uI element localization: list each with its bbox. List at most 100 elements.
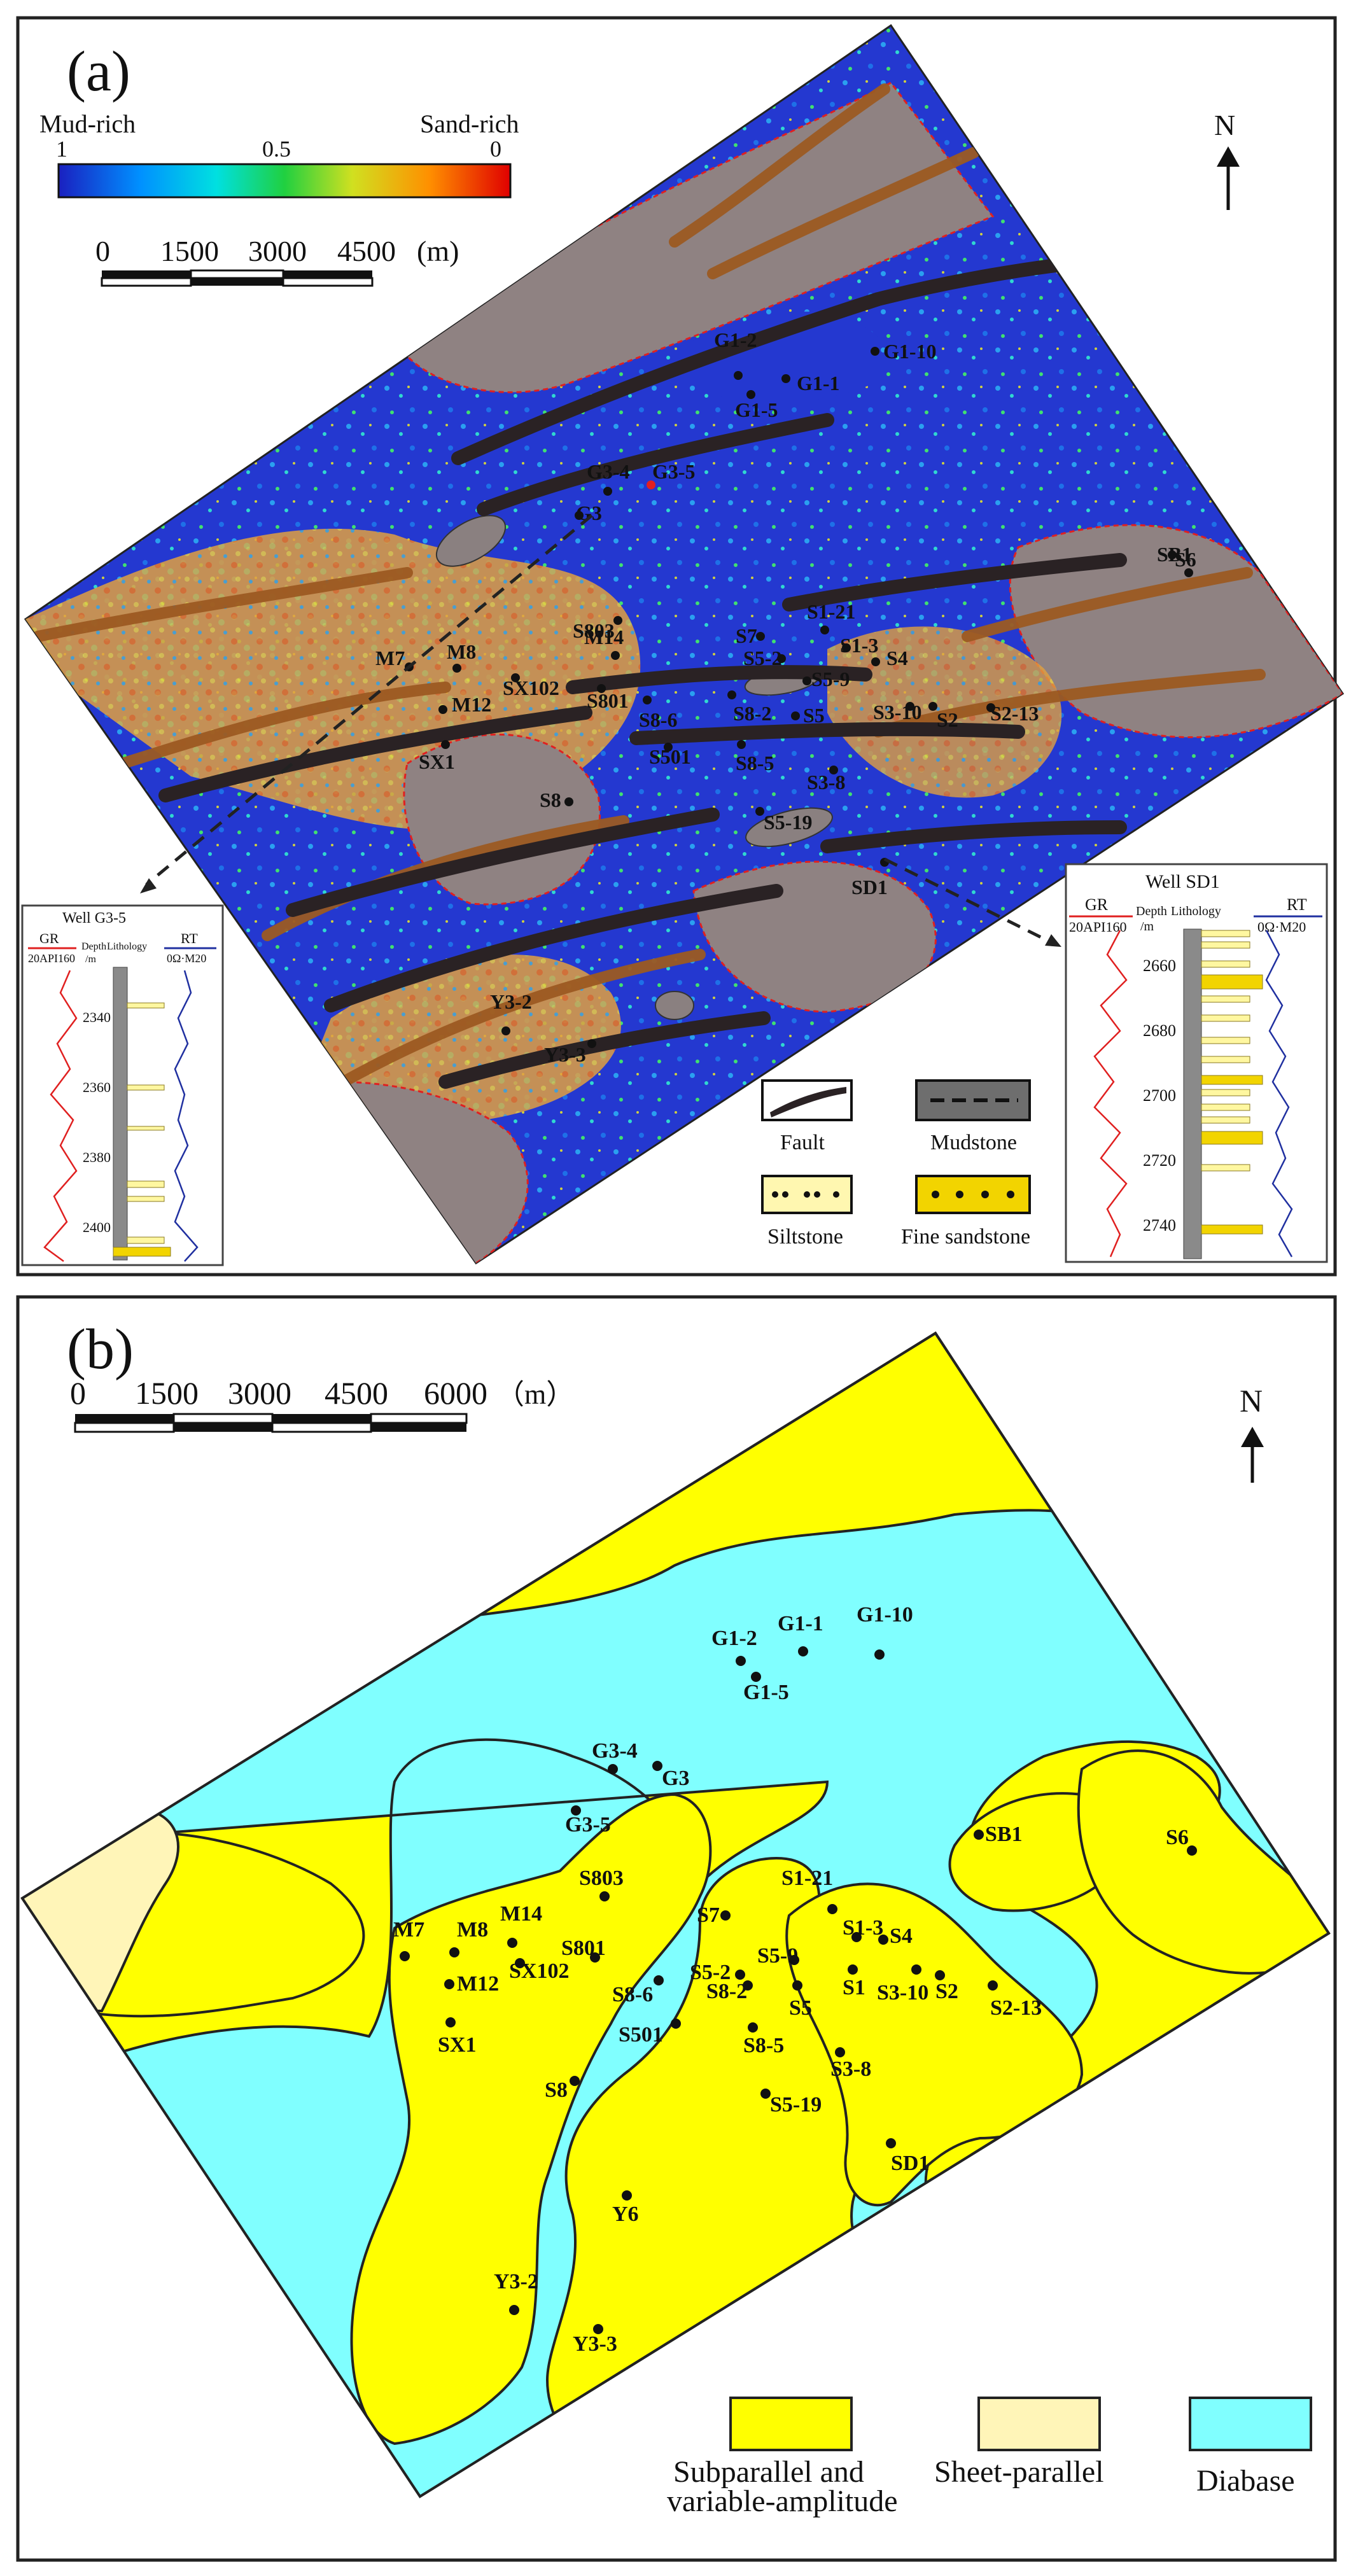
colorbar: Mud-rich Sand-rich 1 0.5 0 — [39, 109, 519, 199]
well-label: SD1 — [891, 2152, 929, 2175]
legend-diabase-label: Diabase — [1196, 2464, 1295, 2498]
well-label: S2-13 — [990, 1996, 1042, 2020]
well-label: Y3-3 — [544, 1043, 586, 1066]
well-label: Y3-3 — [573, 2332, 617, 2356]
scalebar-a: 0 1500 3000 4500 (m) — [95, 235, 459, 287]
well-marker — [441, 740, 450, 749]
well-label: S1-3 — [843, 1916, 883, 1940]
well-marker — [507, 1938, 517, 1948]
mudstone-lens-1 — [435, 515, 507, 567]
well-label: M8 — [457, 1918, 488, 1942]
well-marker — [613, 616, 622, 625]
well-label: S2-13 — [990, 702, 1039, 725]
well-label: S501 — [649, 745, 691, 768]
well-marker — [789, 1955, 799, 1965]
inset-g35-title: Well G3-5 — [62, 910, 126, 927]
well-label: S8-6 — [639, 708, 677, 731]
inset-well-sd1: Well SD1 GR 20API160 Depth /m Lithology … — [1065, 863, 1328, 1263]
sand-zone-east — [1009, 524, 1343, 738]
well-marker — [848, 1964, 858, 1975]
well-label: S801 — [587, 689, 629, 712]
inset-sd1-depth: Depth — [1136, 904, 1167, 918]
well-label: G1-2 — [714, 328, 757, 351]
well-marker — [906, 702, 914, 711]
well-marker — [751, 1672, 761, 1682]
mud-zone-g1 — [687, 311, 878, 403]
scalebar-b-tick-0: 0 — [70, 1375, 86, 1411]
well-label: Y6 — [612, 2202, 639, 2226]
well-label: S5-19 — [764, 811, 812, 834]
fault-set — [158, 254, 1127, 1089]
well-marker — [654, 1975, 664, 1985]
scalebar-a-tick-0: 0 — [95, 235, 110, 267]
well-marker — [791, 711, 800, 720]
well-label: G1-5 — [735, 398, 778, 421]
mudstone-lens-3 — [745, 807, 833, 848]
well-label: S8-5 — [743, 2034, 784, 2057]
colorbar-gradient — [57, 163, 512, 199]
legend-subparallel-line1: Subparallel and — [673, 2455, 864, 2489]
wells-b: G1-1 G1-10 G1-2 G1-5 G3-4 G3 G3-5 SB1 S6 S803 S1-2… — [393, 1603, 1197, 2356]
inset-sd1-rt-range: 0Ω·M20 — [1257, 919, 1306, 935]
well-marker — [575, 511, 584, 520]
well-marker — [734, 371, 743, 380]
well-label: S1 — [843, 1976, 865, 1999]
well-marker — [590, 1952, 600, 1963]
well-marker — [798, 1646, 808, 1656]
inset-g35-rt: RT — [181, 930, 198, 946]
well-marker — [736, 1656, 746, 1666]
inset-g35-rt-range: 0Ω·M20 — [167, 952, 206, 965]
well-label: S1-21 — [807, 600, 855, 623]
inset-g35-depth-3: 2400 — [83, 1219, 111, 1235]
well-label: S5-2 — [690, 1961, 731, 1984]
well-label: S801 — [561, 1936, 606, 1960]
well-label: S8 — [540, 788, 561, 811]
well-marker — [827, 1904, 837, 1914]
well-label: S3-8 — [830, 2057, 871, 2081]
well-marker — [737, 740, 746, 749]
well-marker — [935, 1970, 945, 1980]
scalebar-a-tick-3000: 3000 — [248, 235, 307, 267]
colorbar-left-title: Mud-rich — [39, 109, 136, 138]
well-label: G3-4 — [587, 460, 630, 483]
well-label: G1-2 — [711, 1627, 757, 1650]
well-label: G3 — [576, 501, 602, 524]
well-marker — [792, 1980, 802, 1991]
well-marker — [748, 2022, 758, 2033]
scalebar-b-unit: （m） — [496, 1379, 574, 1410]
scalebar-b: 0 1500 3000 4500 6000 （m） — [70, 1375, 574, 1433]
channel-set — [32, 83, 1266, 1088]
well-label: SX1 — [419, 750, 455, 773]
panel-a-label: (a) — [67, 40, 130, 103]
well-marker — [756, 632, 765, 641]
well-marker — [781, 374, 790, 383]
well-marker — [515, 1958, 525, 1968]
well-marker — [842, 643, 851, 652]
well-label: M8 — [447, 640, 476, 663]
well-marker — [400, 1951, 410, 1961]
north-label-a: N — [1214, 109, 1235, 141]
scalebar-b-tick-4500: 4500 — [325, 1375, 388, 1411]
well-label: S5 — [789, 1996, 812, 2020]
north-arrow-a: N — [1214, 109, 1240, 210]
inset-g35-gr-range: 20API160 — [28, 952, 75, 965]
well-marker — [593, 2324, 603, 2334]
inset-well-g3-5: Well G3-5 GR 20API160 Depth /m Lithology… — [21, 904, 224, 1266]
well-label: S5 — [803, 704, 825, 727]
legend-b: Subparallel and variable-amplitude Sheet… — [667, 2397, 1312, 2518]
well-label: SX102 — [503, 676, 559, 699]
inset-sd1-lith: Lithology — [1171, 904, 1221, 918]
well-marker — [603, 487, 612, 496]
well-label: M7 — [393, 1918, 424, 1942]
colorbar-right-title: Sand-rich — [420, 109, 519, 138]
colorbar-tick-0-5: 0.5 — [262, 136, 291, 162]
well-label: M7 — [375, 647, 405, 669]
inset-sd1-rt: RT — [1287, 895, 1307, 914]
scalebar-a-tick-4500: 4500 — [337, 235, 396, 267]
well-marker — [928, 702, 937, 711]
well-marker — [501, 1026, 510, 1035]
well-marker — [587, 1039, 596, 1048]
well-marker — [878, 1935, 888, 1945]
legend-sheet-swatch — [977, 2397, 1101, 2451]
